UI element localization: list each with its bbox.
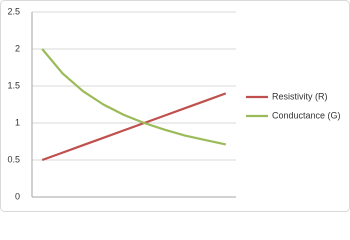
y-tick-label: 1 bbox=[15, 117, 20, 127]
y-tick-label: 0 bbox=[15, 191, 20, 201]
y-tick-label: 0.5 bbox=[7, 154, 20, 164]
chart-border bbox=[0, 0, 350, 212]
y-tick-label: 2 bbox=[15, 43, 20, 53]
legend-label: Conductance (G) bbox=[272, 110, 341, 120]
legend-label: Resistivity (R) bbox=[272, 91, 328, 101]
series-line bbox=[41, 92, 227, 162]
y-tick-label: 1.5 bbox=[7, 80, 20, 90]
chart: 0 0.5 1 1.5 2 2.5 Resistivity (R) Conductance (… bbox=[0, 0, 350, 212]
series-line bbox=[41, 48, 227, 146]
y-tick-label: 2.5 bbox=[7, 6, 20, 16]
